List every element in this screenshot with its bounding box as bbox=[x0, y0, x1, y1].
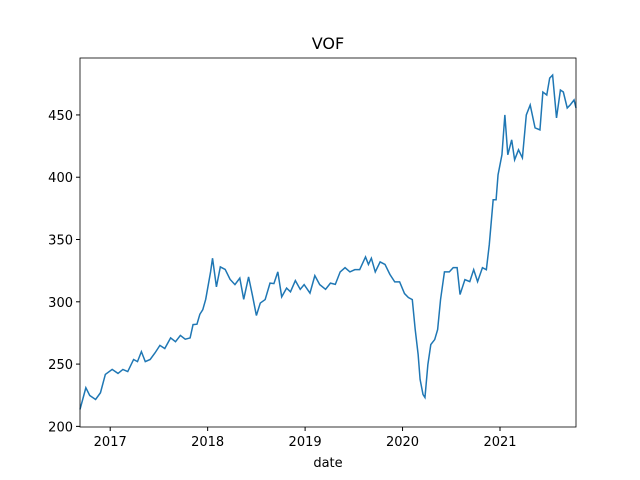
x-tick-label: 2021 bbox=[483, 435, 516, 450]
y-tick-label: 450 bbox=[48, 109, 73, 124]
x-axis-label: date bbox=[313, 456, 342, 471]
x-tick-label: 2020 bbox=[386, 435, 419, 450]
chart-title: VOF bbox=[312, 34, 344, 53]
y-tick-label: 250 bbox=[48, 358, 73, 373]
y-tick-label: 350 bbox=[48, 234, 73, 249]
axes-frame bbox=[79, 57, 577, 428]
x-tick-label: 2019 bbox=[289, 435, 322, 450]
y-tick-label: 200 bbox=[48, 420, 73, 435]
y-tick-label: 300 bbox=[48, 296, 73, 311]
x-tick-label: 2017 bbox=[94, 435, 127, 450]
x-tick-label: 2018 bbox=[191, 435, 224, 450]
y-tick-label: 400 bbox=[48, 171, 73, 186]
data-line bbox=[79, 73, 577, 410]
